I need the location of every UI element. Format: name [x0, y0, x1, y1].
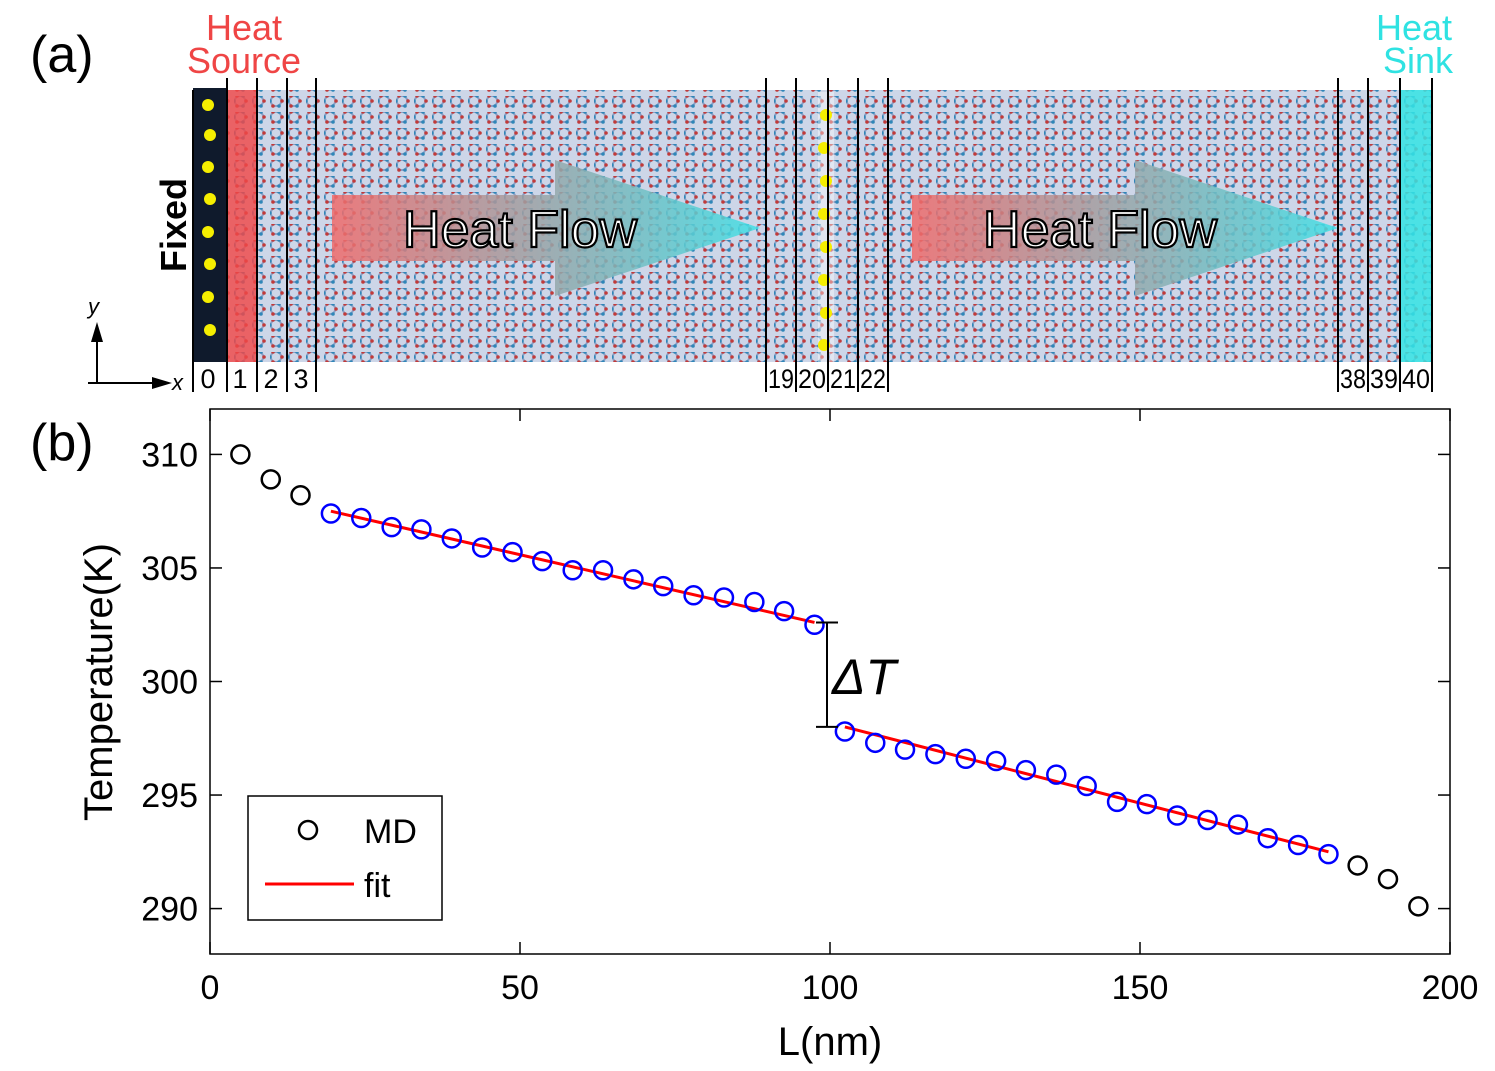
slab-label: 39 — [1370, 364, 1398, 394]
y-tick-label: 295 — [141, 777, 198, 815]
slab-label: 20 — [798, 364, 826, 394]
legend-box — [247, 795, 443, 921]
md-point-blue — [502, 541, 523, 563]
md-point-blue — [381, 516, 402, 538]
y-tick-label: 310 — [141, 436, 198, 474]
md-point-blue — [351, 507, 372, 529]
panel-a: (a) Heat Source Heat Sink Heat Flow — [30, 7, 1454, 395]
legend-fit-label: fit — [364, 867, 391, 905]
x-tick-label: 0 — [201, 969, 220, 1007]
md-point-black — [1377, 868, 1399, 890]
md-point-blue — [562, 559, 583, 581]
md-point-blue — [471, 537, 493, 558]
legend-md-marker — [297, 819, 319, 841]
panel-b: (b) 0 50 100 150 200 290 295 300 305 310 ΔT L(nm)… — [30, 408, 1478, 1064]
md-point-blue — [894, 739, 916, 760]
md-point-blue — [1318, 843, 1339, 865]
axis-x-label: x — [171, 370, 184, 395]
slab-dividers — [192, 78, 1433, 392]
md-point-black — [260, 469, 282, 490]
axis-y-label: y — [86, 294, 101, 319]
y-tick-label: 290 — [141, 891, 198, 929]
md-point-blue — [1257, 827, 1278, 849]
md-point-blue — [441, 528, 463, 549]
slab-label: 0 — [200, 364, 215, 394]
md-point-black — [1347, 855, 1368, 876]
md-point-blue — [1166, 805, 1188, 826]
heat-flow-label-2: Heat Flow — [983, 201, 1218, 259]
heat-sink-label-2: Sink — [1383, 40, 1454, 81]
y-tick-label: 305 — [141, 550, 198, 588]
x-tick-label: 50 — [501, 969, 539, 1007]
heat-sink-slab — [1400, 90, 1432, 362]
tick-labels: 0 50 100 150 200 290 295 300 305 310 — [141, 436, 1478, 1007]
md-markers — [230, 444, 1429, 917]
delta-t-label: ΔT — [831, 649, 900, 705]
slab-label: 3 — [293, 364, 308, 394]
x-tick-label: 100 — [802, 969, 859, 1007]
md-point-blue — [955, 748, 977, 769]
md-point-blue — [652, 575, 674, 597]
heat-source-slab — [227, 90, 257, 362]
md-point-blue — [1227, 814, 1249, 835]
x-tick-label: 200 — [1422, 969, 1479, 1007]
y-arrow-icon — [91, 322, 103, 342]
md-point-black — [230, 444, 251, 465]
md-point-blue — [1046, 764, 1067, 785]
interface-slab — [818, 92, 834, 362]
md-point-blue — [1136, 793, 1158, 815]
md-point-blue — [925, 743, 946, 765]
heat-flow-arrow-1 — [332, 160, 760, 296]
md-point-blue — [1015, 759, 1037, 781]
md-point-black — [1408, 896, 1429, 917]
fit-line — [844, 725, 1329, 854]
panel-b-label: (b) — [30, 414, 94, 472]
md-point-blue — [1076, 775, 1097, 797]
slab-label: 38 — [1340, 364, 1366, 394]
panel-a-label: (a) — [30, 26, 94, 84]
md-point-blue — [744, 591, 765, 613]
heat-flow-label-1: Heat Flow — [403, 201, 638, 259]
md-point-blue — [1106, 791, 1128, 813]
md-point-blue — [985, 750, 1007, 772]
md-point-blue — [804, 614, 825, 635]
delta-t-bracket — [816, 621, 838, 728]
md-point-blue — [1197, 809, 1218, 831]
md-point-blue — [834, 721, 856, 742]
fixed-atoms — [202, 99, 216, 336]
md-point-blue — [865, 732, 886, 754]
md-point-blue — [773, 600, 795, 622]
axis-ticks — [209, 409, 1451, 954]
slab-label: 40 — [1402, 364, 1430, 394]
md-point-blue — [592, 559, 614, 581]
y-axis-label: Temperature(K) — [77, 543, 121, 821]
legend-md-label: MD — [364, 813, 417, 851]
md-point-black — [290, 485, 311, 506]
md-point-blue — [683, 584, 704, 606]
md-point-blue — [320, 503, 342, 524]
x-axis-label: L(nm) — [778, 1020, 882, 1064]
slab-label: 2 — [263, 364, 278, 394]
heat-sink-label-1: Heat — [1376, 7, 1452, 48]
md-point-blue — [532, 550, 553, 572]
slab-label: 22 — [860, 364, 886, 394]
md-point-blue — [713, 587, 735, 608]
md-point-blue — [411, 519, 432, 540]
heat-source-label-1: Heat — [206, 7, 282, 48]
slab-label: 19 — [768, 364, 794, 394]
x-arrow-icon — [152, 377, 172, 389]
slab-label: 21 — [830, 364, 856, 394]
md-point-blue — [623, 569, 644, 590]
heat-source-label-2: Source — [187, 40, 301, 81]
md-point-blue — [1287, 834, 1309, 856]
fixed-label: Fixed — [153, 178, 194, 272]
x-tick-label: 150 — [1112, 969, 1169, 1007]
y-tick-label: 300 — [141, 664, 198, 702]
heat-flow-arrow-2 — [912, 160, 1338, 296]
slab-label: 1 — [232, 364, 247, 394]
